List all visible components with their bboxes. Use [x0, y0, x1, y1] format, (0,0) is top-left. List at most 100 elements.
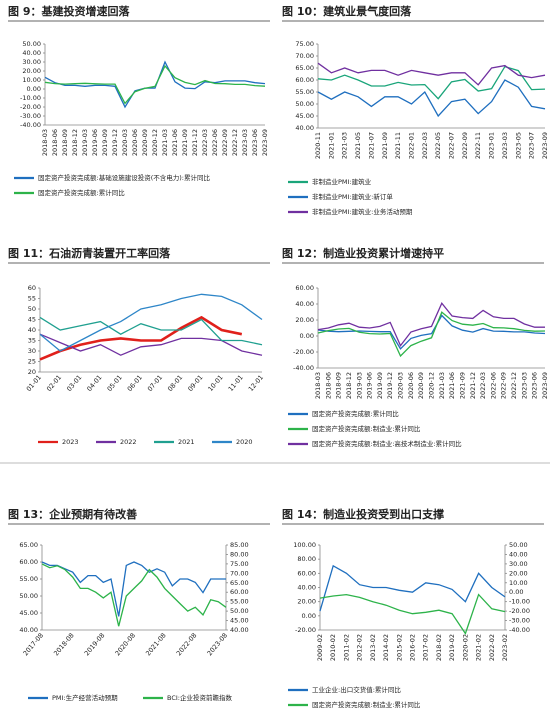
y-tick-label: -20.00: [20, 103, 41, 111]
x-tick-label: 2023-06: [251, 129, 259, 156]
x-tick-label: 2020-02: [461, 634, 469, 661]
x-tick-label: 2021-08: [144, 631, 168, 657]
x-tick-label: 2019-03: [81, 129, 89, 156]
y-tick-label: 55.00: [295, 88, 314, 96]
x-tick-label: 2021-12: [191, 129, 199, 156]
y-tick-label: 20.00: [22, 67, 41, 75]
x-tick-label: 2018-12: [345, 372, 353, 399]
line-series: [39, 293, 263, 352]
y-tick-label: 60.00: [19, 558, 38, 566]
line-series: [317, 314, 546, 350]
x-tick-label: 2023-09: [541, 372, 549, 399]
x-tick-label: 2021-03: [438, 372, 446, 399]
y-tick-label: 60.00: [297, 569, 316, 577]
line-series: [41, 561, 226, 617]
x-tick-label: 2022-08: [175, 631, 199, 657]
x-tick-label: 2018-09: [61, 129, 69, 156]
y-tick-label: -10.00: [20, 94, 41, 102]
x-tick-label: 2021-06: [171, 129, 179, 156]
line-series: [44, 64, 266, 105]
x-tick-label: 2019-02: [448, 634, 456, 661]
figure-title: 图 13：企业预期有待改善: [8, 507, 137, 521]
y-tick-label: 55: [28, 295, 36, 303]
x-tick-label: 2020-08: [113, 631, 137, 657]
x-tick-label: 2023-02: [501, 634, 509, 661]
x-tick-label: 2020-06: [407, 372, 415, 399]
x-tick-label: 2020-12: [428, 372, 436, 399]
y-tick-label: 70.00: [230, 569, 249, 577]
line-series: [319, 593, 506, 635]
y-tick-label: 40: [28, 326, 36, 334]
y-tick-label: 100.00: [293, 541, 316, 549]
y-tick-label: -30.00: [20, 112, 41, 120]
legend-label: 非制造业PMI:建筑业:新订单: [312, 192, 393, 201]
y-tick-label: 10.00: [22, 76, 41, 84]
y-tick-label: -20.00: [509, 607, 530, 615]
y-tick-label: -10.00: [509, 598, 530, 606]
legend-label: 固定资产投资完成额:累计同比: [312, 409, 399, 418]
x-tick-label: 2019-06: [91, 129, 99, 156]
x-tick-label: 2023-05: [514, 132, 522, 159]
legend-label: 固定资产投资完成额:制造业:累计同比: [312, 424, 421, 433]
y-tick-label: 85.00: [230, 541, 249, 549]
x-tick-label: 2018-06: [324, 372, 332, 399]
line-series: [317, 301, 545, 347]
figure-title: 图 12：制造业投资累计增速持平: [282, 246, 444, 260]
legend-label: 2021: [178, 438, 195, 446]
x-tick-label: 2019-09: [101, 129, 109, 156]
y-tick-label: 20.00: [509, 569, 528, 577]
y-tick-label: 40.00: [295, 124, 314, 132]
y-tick-label: 0.00: [509, 588, 523, 596]
y-tick-label: 25: [28, 358, 36, 366]
y-tick-label: 10.00: [509, 579, 528, 587]
y-tick-label: -20.00: [295, 626, 316, 634]
x-tick-label: 2021-07: [367, 132, 375, 159]
x-tick-label: 2022-12: [510, 372, 518, 399]
y-tick-label: 30: [28, 347, 36, 355]
y-tick-label: -20.00: [293, 348, 314, 356]
x-tick-label: 2021-09: [181, 129, 189, 156]
x-tick-label: 2021-03: [341, 132, 349, 159]
y-tick-label: 0.00: [300, 332, 314, 340]
x-tick-label: 2021-02: [475, 634, 483, 661]
y-tick-label: 50.00: [295, 100, 314, 108]
y-tick-label: 65.00: [19, 541, 38, 549]
figure-title: 图 9：基建投资增速回落: [8, 4, 130, 18]
line-series: [317, 62, 546, 86]
y-tick-label: 20.00: [297, 598, 316, 606]
x-tick-label: 2019-12: [386, 372, 394, 399]
y-tick-label: 30.00: [22, 58, 41, 66]
figure-title: 图 11：石油沥青装置开工率回落: [8, 246, 171, 260]
line-series: [319, 564, 506, 612]
x-tick-label: 2022-09: [461, 132, 469, 159]
line-series: [41, 563, 227, 627]
y-tick-label: -40.00: [293, 364, 314, 372]
x-tick-label: 2020-06: [131, 129, 139, 156]
y-tick-label: 40.00: [509, 550, 528, 558]
x-tick-label: 2022-03: [201, 129, 209, 156]
x-tick-label: 2014-02: [382, 634, 390, 661]
x-tick-label: 2017-08: [21, 631, 45, 657]
x-tick-label: 2017-02: [422, 634, 430, 661]
x-tick-label: 2023-03: [501, 132, 509, 159]
line-series: [317, 311, 546, 358]
legend-label: 固定资产投资完成额:基础设施建设投资(不含电力):累计同比: [38, 173, 210, 182]
x-tick-label: 2021-11: [394, 132, 402, 159]
x-tick-label: 2023-01: [488, 132, 496, 159]
y-tick-label: 60.00: [230, 588, 249, 596]
x-tick-label: 2018-06: [51, 129, 59, 156]
x-tick-label: 2022-03: [421, 132, 429, 159]
x-tick-label: 2015-02: [395, 634, 403, 661]
y-tick-label: 70.00: [295, 52, 314, 60]
legend-label: 固定资产投资完成额:制造业:累计同比: [312, 700, 421, 709]
y-tick-label: 50: [28, 305, 36, 313]
x-tick-label: 2020-03: [397, 372, 405, 399]
line-series: [39, 316, 263, 346]
y-tick-label: 50.00: [230, 607, 249, 615]
x-tick-label: 2022-06: [211, 129, 219, 156]
x-tick-label: 2022-11: [474, 132, 482, 159]
y-tick-label: -40.00: [509, 626, 530, 634]
y-tick-label: 50.00: [509, 541, 528, 549]
x-tick-label: 2023-06: [531, 372, 539, 399]
y-tick-label: 40.00: [230, 626, 249, 634]
